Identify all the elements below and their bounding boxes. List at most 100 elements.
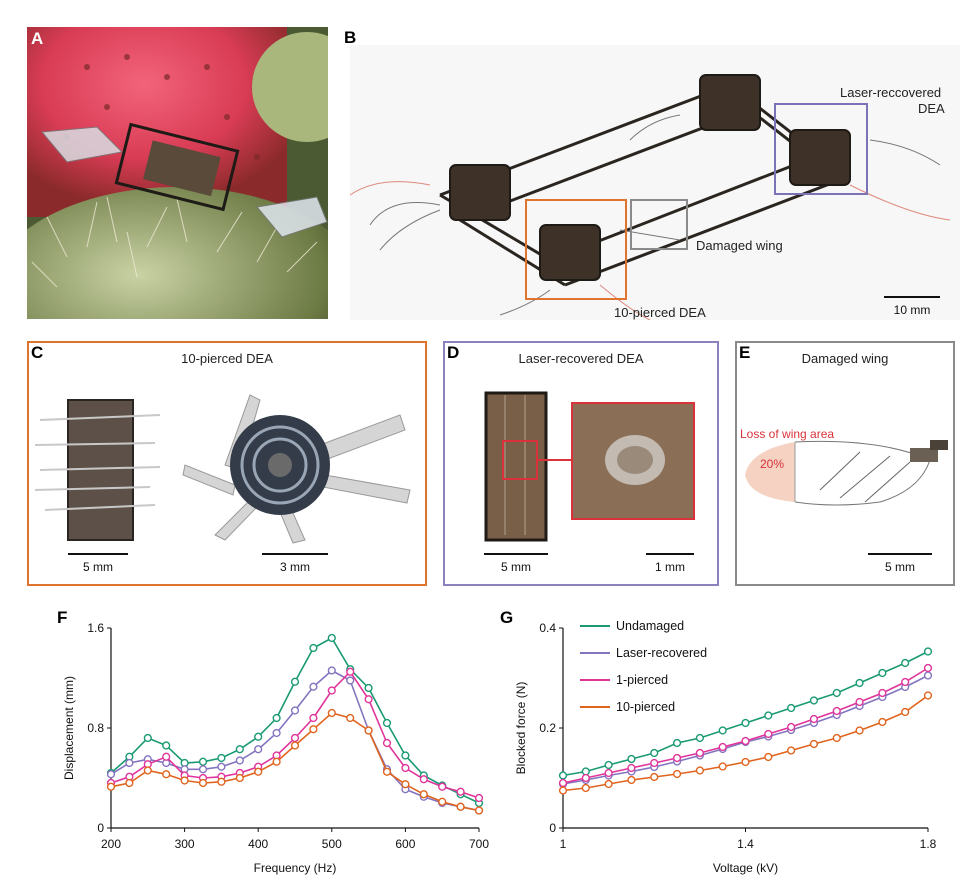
data-point-undamaged (143, 733, 152, 743)
panel-a-label: A (31, 29, 44, 48)
data-point-pierced10 (627, 775, 636, 785)
data-point-pierced10 (832, 733, 841, 743)
data-point-pierced10 (456, 802, 465, 811)
c-scale-label-2: 3 mm (280, 560, 310, 574)
data-point-laser (272, 728, 281, 738)
d-scalebar-1 (484, 553, 548, 555)
data-point-undamaged (604, 760, 613, 770)
data-point-pierced10 (125, 778, 134, 788)
data-point-pierced1 (832, 706, 841, 716)
c-scalebar-2 (262, 553, 328, 555)
data-point-pierced1 (695, 748, 704, 758)
panel-a-photo (27, 27, 328, 319)
panel-d-frame (443, 341, 719, 586)
data-point-undamaged (901, 658, 910, 668)
x-tick-label: 200 (101, 837, 121, 851)
data-point-undamaged (923, 647, 933, 656)
b-damaged-box (630, 199, 688, 250)
y-tick-label: 0 (549, 821, 556, 835)
b-annot-pierced: 10-pierced DEA (614, 305, 706, 320)
e-loss-pct: 20% (760, 457, 785, 471)
data-point-laser (254, 745, 263, 754)
e-scalebar (868, 553, 932, 555)
data-point-undamaged (162, 741, 171, 750)
data-point-pierced10 (558, 786, 568, 795)
data-point-pierced1 (346, 667, 355, 676)
data-point-pierced10 (695, 766, 704, 775)
panel-d-title: Laser-recovered DEA (518, 351, 644, 366)
panel-c-label: C (31, 343, 44, 362)
data-point-pierced10 (650, 772, 659, 782)
data-point-laser (217, 762, 226, 771)
y-tick-label: 0.4 (539, 621, 556, 635)
data-point-pierced1 (456, 787, 465, 796)
data-point-laser (235, 756, 244, 765)
data-point-undamaged (558, 771, 568, 780)
data-point-undamaged (401, 751, 410, 760)
d-scalebar-2 (646, 553, 694, 555)
b-annot-laser-line2: DEA (918, 101, 945, 116)
panel-c-illustration (35, 394, 411, 544)
data-point-pierced1 (474, 793, 484, 803)
data-point-pierced10 (764, 752, 773, 762)
data-point-pierced10 (382, 767, 392, 776)
x-tick-label: 1.4 (737, 837, 754, 851)
panel-e-frame (735, 341, 955, 586)
x-tick-label: 1 (560, 837, 567, 851)
data-point-pierced1 (672, 753, 682, 763)
legend-label-laser: Laser-recovered (616, 646, 707, 660)
data-point-pierced10 (401, 780, 410, 789)
x-tick-label: 700 (469, 837, 489, 851)
data-point-pierced10 (198, 778, 208, 788)
b-laser-box (774, 103, 868, 195)
data-point-pierced1 (581, 773, 590, 783)
data-point-undamaged (718, 726, 727, 735)
data-point-pierced10 (180, 776, 189, 785)
data-point-pierced1 (364, 695, 373, 704)
data-point-undamaged (272, 713, 281, 723)
data-point-laser (327, 666, 336, 675)
data-point-undamaged (809, 696, 819, 705)
panel-c-frame (27, 341, 427, 586)
data-point-pierced10 (672, 769, 682, 779)
panel-e-illustration (745, 440, 948, 506)
d-scale-label-1: 5 mm (501, 560, 531, 574)
y-tick-label: 0.8 (87, 721, 104, 735)
data-point-pierced1 (901, 677, 910, 687)
y-tick-label: 1.6 (87, 621, 104, 635)
data-point-undamaged (382, 718, 392, 728)
data-point-pierced10 (438, 797, 447, 806)
data-point-pierced10 (787, 746, 796, 755)
data-point-undamaged (290, 677, 300, 686)
data-point-laser (125, 758, 134, 768)
data-point-pierced1 (558, 778, 568, 788)
data-point-pierced1 (718, 742, 727, 752)
panel-g-label: G (500, 608, 514, 627)
data-point-pierced1 (419, 775, 428, 784)
legend-label-undamaged: Undamaged (616, 619, 684, 633)
data-point-undamaged (327, 633, 336, 643)
data-point-laser (309, 682, 318, 691)
data-point-pierced1 (627, 763, 636, 773)
data-point-pierced10 (581, 783, 590, 793)
b-pierced-box (525, 199, 627, 300)
data-point-pierced10 (923, 691, 933, 700)
data-point-pierced10 (809, 739, 819, 749)
data-point-pierced10 (878, 717, 887, 727)
data-point-pierced1 (327, 686, 336, 695)
data-point-undamaged (878, 668, 887, 678)
data-point-undamaged (217, 753, 226, 763)
data-point-pierced10 (419, 790, 428, 799)
panel-b-label: B (344, 28, 357, 47)
data-point-laser (106, 770, 116, 779)
data-point-pierced10 (346, 713, 355, 723)
data-point-pierced10 (604, 779, 613, 789)
data-point-undamaged (855, 678, 864, 688)
data-point-pierced1 (401, 763, 410, 773)
data-point-pierced1 (878, 688, 887, 698)
data-point-pierced10 (901, 707, 910, 717)
data-point-pierced10 (855, 726, 864, 735)
b-scale-label: 10 mm (893, 303, 931, 317)
data-point-pierced10 (741, 757, 750, 767)
x-tick-label: 400 (248, 837, 268, 851)
